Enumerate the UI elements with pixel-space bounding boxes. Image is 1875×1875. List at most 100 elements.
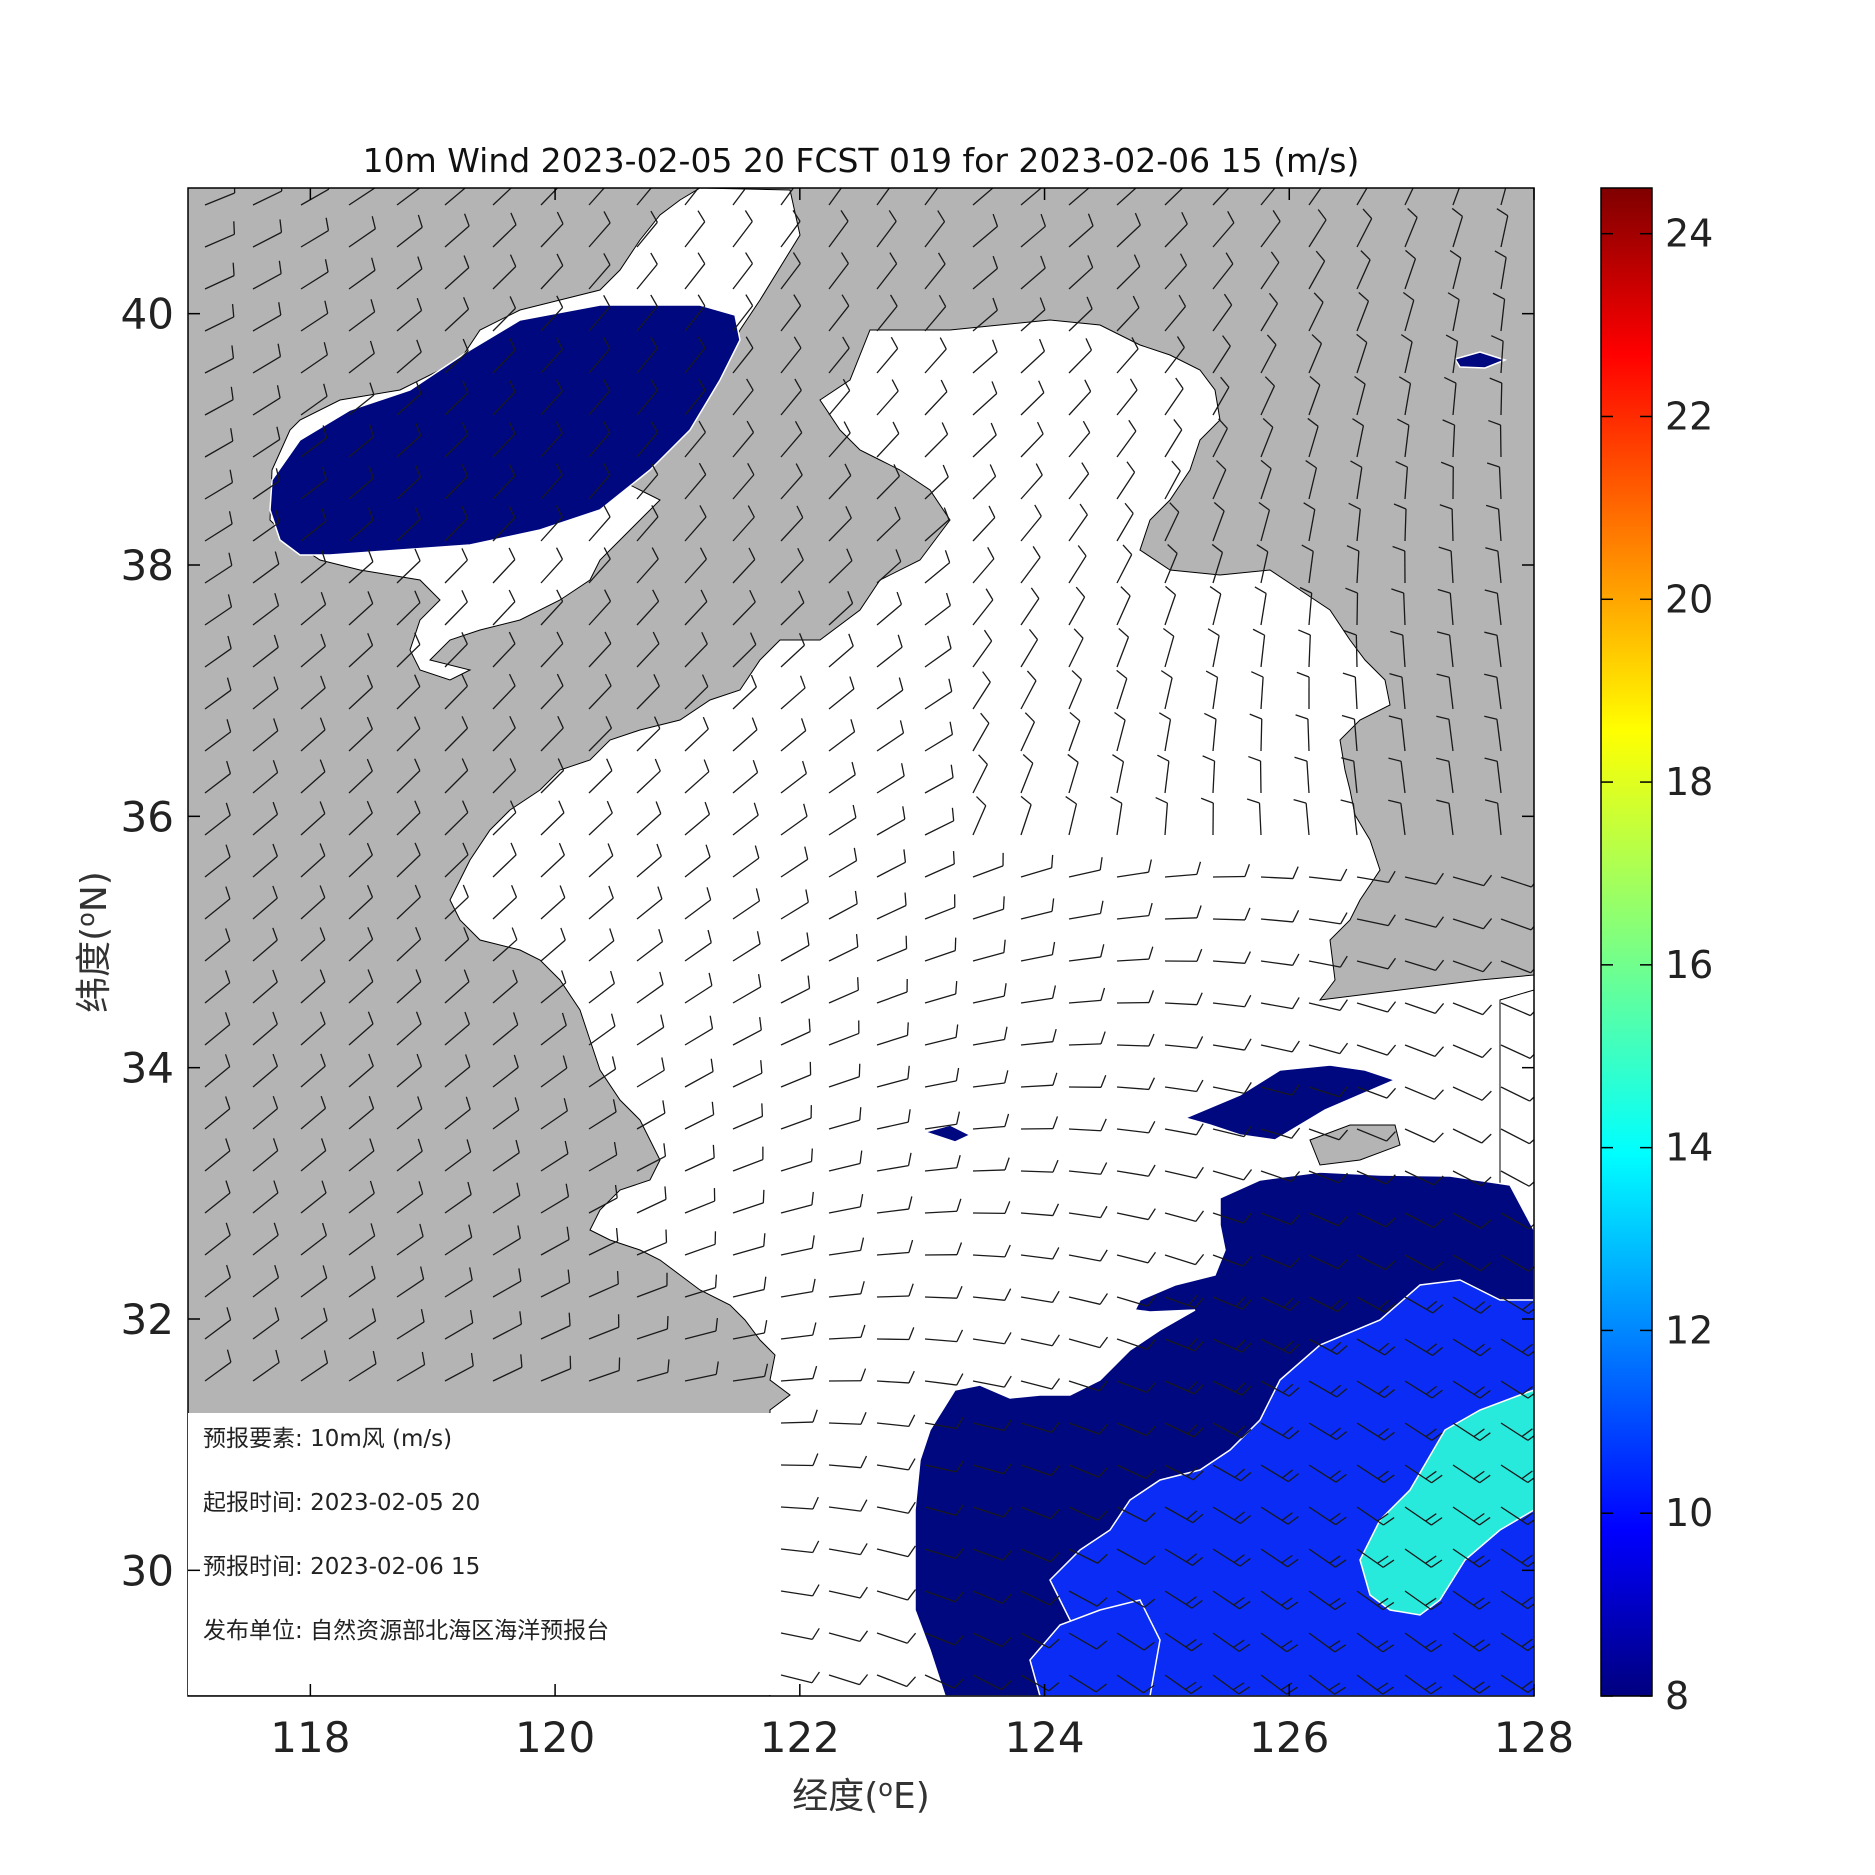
wind-barb [636,1186,667,1214]
wind-barb [1157,754,1170,794]
wind-barb [540,885,566,920]
colorbar-tick-label: 22 [1665,394,1713,438]
wind-barb [1164,948,1203,962]
wind-barb [252,188,283,206]
wind-barb [1388,715,1406,752]
wind-barb [636,716,661,752]
wind-barb [1068,1074,1107,1088]
wind-barb [684,294,706,332]
wind-barb [1308,999,1348,1012]
wind-barb [588,716,613,752]
wind-barb [1260,1170,1301,1183]
wind-barb [732,1276,767,1298]
wind-barb [540,188,559,206]
wind-barb [1404,1506,1443,1526]
wind-barb [1260,292,1279,332]
wind-barb [876,336,899,374]
wind-barb [1212,1212,1253,1224]
wind-barb [684,336,706,374]
wind-barb [396,256,423,290]
wind-barb [1451,207,1464,248]
wind-barb [828,977,859,1004]
wind-barb [732,974,762,1004]
wind-barb [1452,1506,1491,1526]
wind-barb [732,717,758,752]
wind-barb [300,342,329,374]
wind-barb [396,548,421,584]
wind-barb [1068,1674,1107,1693]
wind-barb [444,188,467,206]
wind-barb [396,1138,423,1172]
wind-barb [1164,502,1180,542]
wind-barb [1404,1086,1444,1100]
wind-barb [924,550,951,584]
wind-barb [1212,1380,1252,1396]
wind-barb [1260,997,1300,1010]
wind-barb [444,1181,472,1214]
wind-barb [1308,334,1323,374]
wind-barb [972,1462,1013,1475]
wind-barb [1436,715,1454,752]
wind-barb [1404,872,1444,885]
wind-barb [1212,1082,1252,1095]
wind-barb [732,1060,763,1088]
wind-barb [300,1138,327,1172]
wind-barb [876,421,900,458]
wind-barb [300,675,326,710]
wind-barb [732,378,754,416]
wind-barb [876,1239,914,1256]
wind-barb [732,632,757,668]
wind-barb [1500,1674,1534,1693]
wind-barb [1020,754,1034,794]
wind-barb [300,1307,328,1340]
wind-barb [684,378,706,416]
wind-barb [444,716,469,752]
wind-barb [204,511,233,542]
wind-barb [1164,1036,1204,1049]
wind-barb [1164,460,1181,500]
wind-barb [1020,941,1056,962]
wind-barb [1212,1169,1253,1181]
wind-barb [972,297,998,332]
wind-barb [348,1138,375,1172]
wind-barb [1068,670,1083,710]
wind-barb [1256,544,1269,584]
wind-barb [444,548,468,584]
wind-barb [1260,1590,1299,1610]
wind-barb [876,294,898,332]
wind-barb [732,589,756,626]
wind-barb [588,505,611,542]
wind-barb [780,803,808,836]
wind-barb [444,338,469,374]
wind-barb [1356,1296,1396,1313]
wind-barb [1356,250,1371,290]
wind-barb [636,336,658,374]
wind-barb [204,428,234,458]
wind-barb [444,1267,473,1298]
wind-barb [492,969,518,1004]
wind-barb [684,505,707,542]
wind-barb [876,634,903,668]
wind-barb [780,1235,815,1256]
wind-barb [876,379,899,416]
wind-barb [540,1012,567,1046]
wind-barb [1116,1251,1157,1264]
wind-barb [252,551,280,584]
wind-barb [492,379,516,416]
wind-barb [348,424,375,458]
wind-barb [1299,586,1313,626]
wind-barb [1020,670,1037,710]
wind-barb [1020,1290,1060,1304]
wind-barb [1020,985,1057,1004]
wind-barb [732,931,761,962]
wind-barb [1356,1170,1396,1185]
wind-barb [780,1061,812,1088]
wind-barb [972,339,998,374]
wind-barb [1391,588,1406,626]
y-tick-label: 34 [121,1044,174,1093]
wind-barb [1212,376,1230,416]
wind-barb [540,1140,569,1172]
wind-barb [300,717,326,752]
wind-barb [444,1224,473,1256]
wind-barb [1164,1422,1204,1438]
